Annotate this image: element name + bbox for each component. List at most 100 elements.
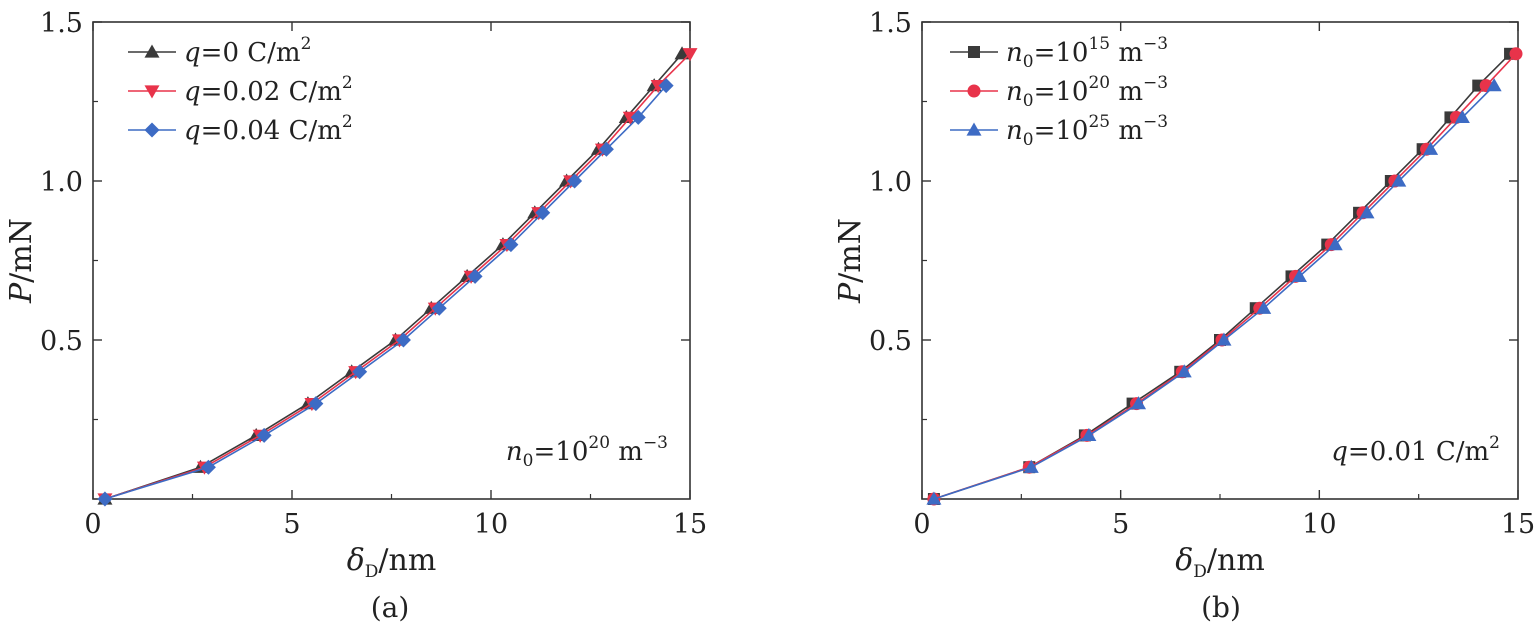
y-tick-label: 0.5 [40,326,83,357]
data-point [658,78,674,94]
math-superscript: 15 [1088,34,1110,54]
math-variable: n [506,437,523,467]
math-variable: q [184,77,201,107]
math-body: =0 C/m [201,38,301,68]
x-axis-label: δD/nm [1175,543,1265,582]
math-variable: n [1006,77,1023,107]
math-unit: m [1110,38,1143,68]
math-superscript: 20 [588,433,610,453]
math-superscript: 2 [342,112,353,132]
math-variable: n [1006,38,1023,68]
axis-subscript: D [365,562,379,582]
data-point [200,459,216,475]
math-variable: q [184,38,201,68]
y-tick-label: 0.5 [869,326,912,357]
y-tick-label: 1.0 [40,167,83,198]
data-point [1256,300,1272,314]
math-superscript: 2 [342,73,353,93]
math-unit-superscript: −3 [1143,73,1168,93]
axis-symbol: δ [347,543,365,578]
math-body: =0.01 C/m [1348,437,1489,467]
math-variable: n [1006,116,1023,146]
data-point [1216,332,1232,346]
panel-caption: (a) [371,591,410,624]
data-point [926,491,942,505]
y-tick-label: 1.5 [869,8,912,39]
axis-unit: /nm [378,543,436,578]
legend-entry: q=0.04 C/m2 [184,112,353,146]
legend: n0=1015 m−3n0=1020 m−3n0=1025 m−3 [950,34,1168,150]
axis-unit: /mN [4,218,39,283]
math-unit-superscript: −3 [1143,34,1168,54]
math-body: =0.04 C/m [201,116,342,146]
series-3 [926,78,1502,505]
math-body: =10 [1034,38,1089,68]
plot-frame [92,21,691,500]
x-tick-label: 0 [913,509,930,540]
x-tick-label: 0 [84,509,101,540]
x-tick-label: 5 [283,509,300,540]
y-tick-label: 1.0 [869,167,912,198]
math-superscript: 2 [1489,433,1500,453]
math-body: =10 [1034,116,1089,146]
series-3 [97,78,674,507]
y-tick-label: 1.5 [40,8,83,39]
math-superscript: 25 [1088,112,1110,132]
legend-entry: n0=1015 m−3 [1006,34,1168,72]
plot-annotation: q=0.01 C/m2 [1331,433,1500,467]
math-subscript: 0 [1023,91,1034,111]
data-point [1131,396,1147,410]
data-point [395,332,411,348]
data-point [467,268,483,284]
series-line [104,85,667,500]
x-axis-label: δD/nm [347,543,437,582]
math-unit-superscript: −3 [1143,112,1168,132]
data-point [1081,427,1097,442]
math-variable: q [1331,437,1348,467]
data-point [567,173,583,189]
math-variable: q [184,116,201,146]
legend-marker [144,122,160,138]
legend-entry: n0=1025 m−3 [1006,112,1168,150]
axis-subscript: D [1193,562,1207,582]
math-unit: m [610,437,643,467]
data-point [431,300,447,316]
axis-symbol: δ [1175,543,1193,578]
data-point [1509,47,1523,61]
y-axis-label: P/mN [833,218,868,304]
data-point [674,46,690,60]
plot-annotation: n0=1020 m−3 [506,433,668,471]
data-point [1454,109,1470,124]
data-point [630,109,646,125]
math-subscript: 0 [1023,130,1034,150]
x-tick-label: 15 [673,509,707,540]
data-point [1327,237,1343,251]
math-superscript: 20 [1088,73,1110,93]
data-point [598,141,614,157]
math-unit-superscript: −3 [643,433,668,453]
x-tick-label: 5 [1112,509,1129,540]
legend-marker [966,122,982,136]
math-body: =10 [1034,77,1089,107]
data-point [503,237,519,253]
chart-panel-a: 0 5 10 150.51.01.5δD/nmP/mN(a)q=0 C/m2q=0.0… [4,8,707,624]
math-unit: m [1110,116,1143,146]
chart-panel-b: 0 5 10 150.51.01.5δD/nmP/mN(b)n0=1015 m−3n0… [833,8,1534,624]
math-body: =10 [534,437,589,467]
data-point [535,205,551,221]
legend-entry: n0=1020 m−3 [1006,73,1168,111]
data-point [352,364,368,380]
panel-caption: (b) [1201,591,1241,624]
legend-marker [967,84,981,98]
math-superscript: 2 [301,34,312,54]
legend-marker [968,46,980,58]
data-point [1176,364,1192,378]
legend-marker [144,44,160,58]
legend-marker [144,85,160,99]
data-point [1486,78,1502,92]
data-point [1359,205,1375,219]
data-point [97,491,113,507]
data-point [1423,141,1439,155]
axis-symbol: P [833,282,868,304]
